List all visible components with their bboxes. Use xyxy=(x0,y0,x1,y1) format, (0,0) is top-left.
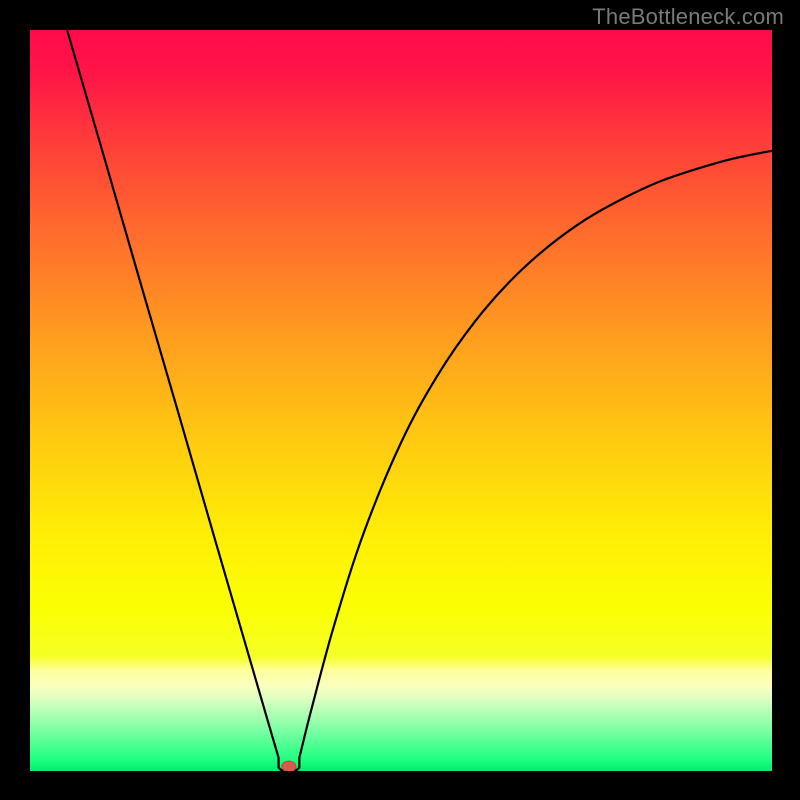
minimum-marker xyxy=(282,761,296,771)
chart-svg xyxy=(30,30,772,771)
watermark-text: TheBottleneck.com xyxy=(592,4,784,30)
chart-frame: TheBottleneck.com xyxy=(0,0,800,800)
plot-area xyxy=(30,30,772,771)
gradient-background xyxy=(30,30,772,771)
